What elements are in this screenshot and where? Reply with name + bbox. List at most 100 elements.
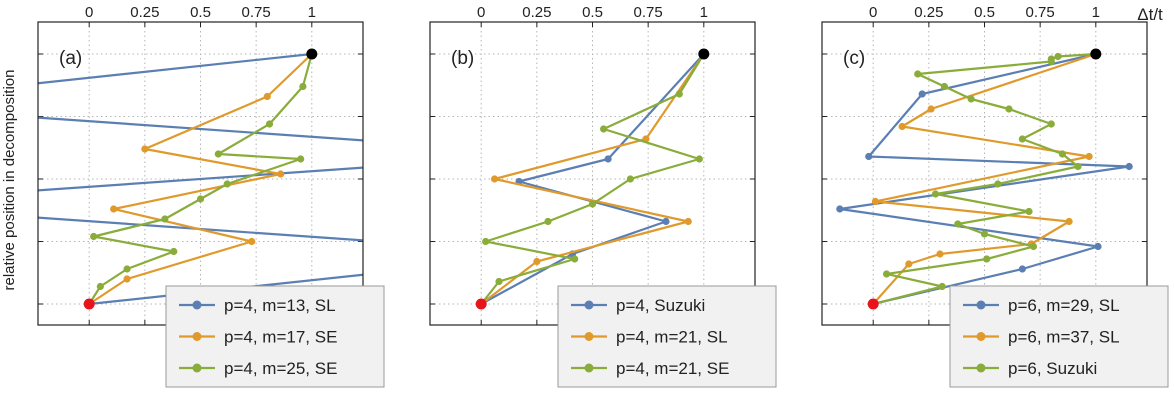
data-point bbox=[495, 277, 503, 286]
data-point bbox=[938, 282, 946, 291]
x-axis-label: Δt/t bbox=[1137, 5, 1163, 24]
data-point bbox=[214, 150, 222, 158]
legend-swatch-marker bbox=[976, 363, 986, 373]
data-point bbox=[223, 180, 231, 188]
data-point bbox=[882, 270, 891, 278]
x-tick-label: 0.5 bbox=[974, 4, 995, 21]
legend-swatch-marker bbox=[584, 300, 594, 310]
legend-label: p=4, m=21, SL bbox=[616, 328, 728, 347]
panel-label: (b) bbox=[451, 48, 474, 69]
data-point bbox=[1047, 55, 1055, 63]
data-point bbox=[675, 90, 683, 98]
data-point bbox=[604, 155, 612, 163]
x-tick-label: 0.75 bbox=[634, 4, 663, 21]
legend-label: p=6, m=37, SL bbox=[1008, 328, 1120, 347]
legend-swatch-marker bbox=[192, 300, 202, 310]
panel-label: (a) bbox=[59, 48, 82, 69]
y-axis-label: relative position in decomposition bbox=[1, 70, 18, 291]
panel-3: 0 0.25 0.5 0.75 1 (c) p=6, m=29, SL p=6, m=37, … bbox=[821, 4, 1169, 388]
legend: p=6, m=29, SL p=6, m=37, SL p=6, Suzuki bbox=[949, 285, 1169, 388]
data-point bbox=[161, 215, 169, 223]
data-point bbox=[1065, 217, 1073, 226]
data-point bbox=[90, 232, 98, 241]
x-tick-label: 1 bbox=[700, 4, 708, 21]
x-tick-label: 0 bbox=[477, 4, 485, 21]
legend-label: p=4, m=13, SL bbox=[224, 296, 336, 315]
data-point bbox=[1085, 152, 1093, 161]
end-point-marker bbox=[698, 48, 710, 60]
data-point bbox=[482, 237, 490, 246]
data-point bbox=[1074, 162, 1082, 171]
data-point bbox=[588, 200, 597, 208]
series-line-2 bbox=[872, 52, 1097, 305]
data-point bbox=[110, 205, 118, 213]
data-point bbox=[954, 220, 962, 228]
series-group bbox=[836, 52, 1133, 306]
data-point bbox=[141, 145, 149, 153]
data-point bbox=[299, 82, 307, 91]
panel-label: (c) bbox=[843, 48, 865, 69]
data-point bbox=[994, 180, 1002, 188]
legend-label: p=4, m=17, SE bbox=[224, 328, 337, 347]
series-line-1 bbox=[38, 52, 363, 306]
legend: p=4, m=13, SL p=4, m=17, SE p=4, m=25, SE bbox=[165, 285, 385, 388]
x-tick-label: 0.25 bbox=[130, 4, 159, 21]
data-point bbox=[684, 217, 692, 226]
legend-swatch-marker bbox=[192, 332, 202, 341]
data-point bbox=[1054, 52, 1062, 61]
data-point bbox=[905, 260, 913, 268]
data-point bbox=[123, 275, 131, 283]
end-point-marker bbox=[306, 48, 318, 60]
data-point bbox=[983, 255, 991, 263]
legend-label: p=4, m=25, SE bbox=[224, 359, 337, 378]
data-point bbox=[662, 217, 670, 226]
data-point bbox=[297, 155, 305, 163]
x-tick-label: 0.25 bbox=[914, 4, 943, 21]
data-point bbox=[931, 190, 940, 198]
legend: p=4, Suzuki p=4, m=21, SL p=4, m=21, SE bbox=[557, 285, 777, 388]
x-tick-label: 0.5 bbox=[190, 4, 211, 21]
data-point bbox=[1029, 242, 1038, 251]
panel-2: 0 0.25 0.5 0.75 1 (b) p=4, Suzuki p=4, m=21, SL… bbox=[429, 4, 777, 388]
data-point bbox=[927, 105, 935, 113]
legend-swatch-marker bbox=[976, 332, 986, 341]
data-point bbox=[1125, 162, 1133, 171]
panel-1: 0 0.25 0.5 0.75 1 (a) p=4, m=13, SL p=4, m=17, … bbox=[37, 4, 385, 388]
data-point bbox=[123, 265, 131, 273]
data-point bbox=[936, 250, 944, 258]
x-tick-label: 1 bbox=[308, 4, 316, 21]
data-point bbox=[571, 255, 579, 263]
x-tick-label: 0.75 bbox=[1026, 4, 1055, 21]
legend-swatch-marker bbox=[192, 363, 202, 373]
data-point bbox=[600, 125, 608, 133]
data-point bbox=[1005, 105, 1013, 113]
series-line-1 bbox=[838, 52, 1131, 306]
x-tick-label: 0.25 bbox=[522, 4, 551, 21]
data-point bbox=[918, 90, 926, 98]
x-tick-label: 1 bbox=[1092, 4, 1100, 21]
x-tick-label: 0.5 bbox=[582, 4, 603, 21]
series-line-2 bbox=[88, 53, 313, 305]
data-point bbox=[170, 247, 178, 256]
data-point bbox=[277, 170, 285, 178]
series-line-3 bbox=[872, 52, 1096, 306]
start-point-marker bbox=[867, 298, 879, 310]
data-point bbox=[1094, 242, 1102, 251]
start-point-marker bbox=[475, 298, 487, 310]
data-point bbox=[490, 175, 499, 183]
legend-label: p=6, m=29, SL bbox=[1008, 296, 1120, 315]
legend-swatch-marker bbox=[976, 300, 986, 310]
data-point bbox=[1025, 207, 1033, 216]
data-point bbox=[1058, 150, 1067, 158]
series-line-2 bbox=[480, 53, 705, 305]
data-point bbox=[980, 230, 989, 238]
data-point bbox=[871, 197, 880, 206]
legend-label: p=6, Suzuki bbox=[1008, 359, 1097, 378]
data-point bbox=[1018, 135, 1026, 143]
data-point bbox=[96, 282, 104, 291]
data-point bbox=[533, 257, 541, 266]
legend-label: p=4, Suzuki bbox=[616, 296, 705, 315]
series-group bbox=[480, 53, 705, 305]
